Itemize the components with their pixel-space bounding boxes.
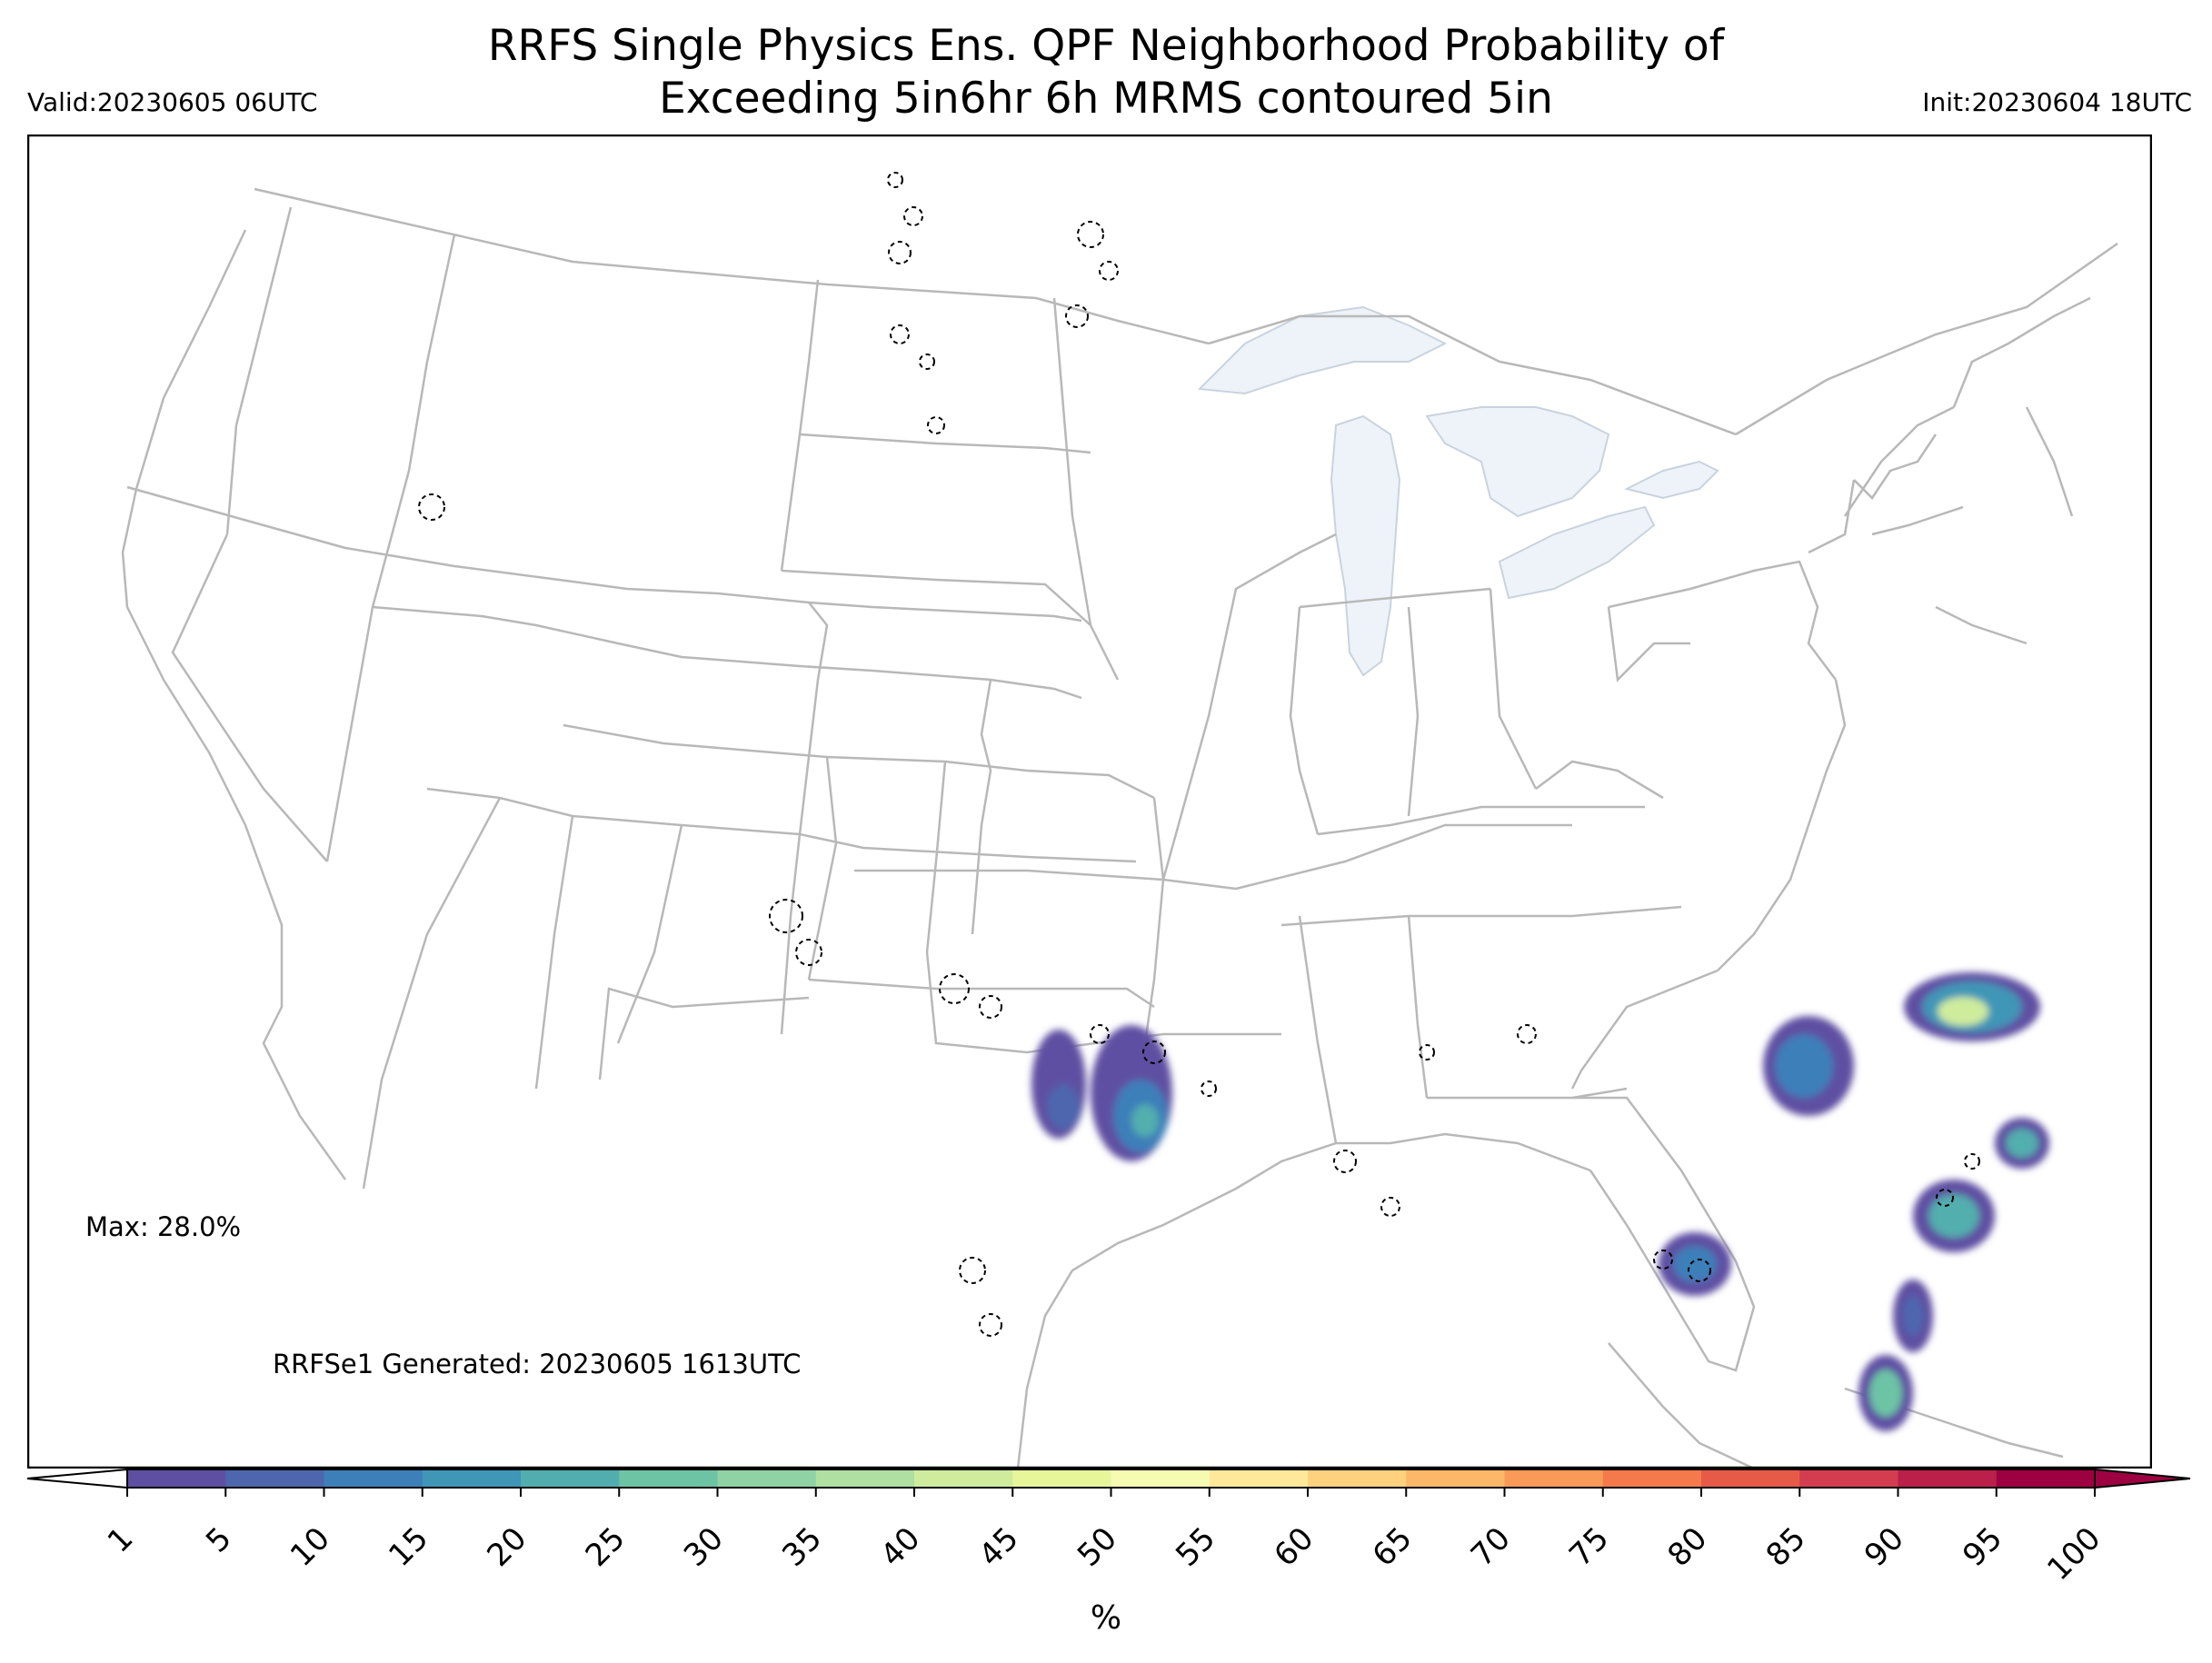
colorbar-cell bbox=[1701, 1469, 1800, 1488]
max-value-note: Max: 28.0% bbox=[85, 1211, 242, 1242]
colorbar-cell bbox=[1996, 1469, 2096, 1488]
colorbar-tick-label: 35 bbox=[775, 1520, 829, 1574]
blob-atlantic-north bbox=[1904, 972, 2040, 1041]
colorbar-cell bbox=[1898, 1469, 1998, 1488]
generated-note: RRFSe1 Generated: 20230605 1613UTC bbox=[273, 1349, 802, 1379]
colorbar-cell bbox=[1209, 1469, 1309, 1488]
blob-texas-east bbox=[1091, 1025, 1172, 1161]
colorbar-cell bbox=[914, 1469, 1013, 1488]
blob-atlantic-mid bbox=[1995, 1118, 2049, 1169]
colorbar-cell bbox=[225, 1469, 324, 1488]
blob-bahamas-2 bbox=[1858, 1355, 1913, 1431]
colorbar-cell bbox=[815, 1469, 915, 1488]
colorbar-ticks: 1 5 10 15 20 25 30 35 40 45 50 55 60 65 70 75 80 85 90 95 10… bbox=[101, 1488, 2107, 1588]
colorbar-tick-label: 1 bbox=[101, 1520, 141, 1560]
colorbar-unit-label: % bbox=[1090, 1599, 1122, 1637]
boundaries bbox=[121, 187, 2118, 1469]
colorbar-tick-label: 25 bbox=[579, 1520, 633, 1574]
colorbar-tick-label: 75 bbox=[1562, 1520, 1616, 1574]
blob-atlantic-south bbox=[1913, 1180, 1995, 1252]
colorbar-cell bbox=[521, 1469, 620, 1488]
colorbar-tick-label: 55 bbox=[1169, 1520, 1222, 1574]
map-panel bbox=[27, 134, 2152, 1469]
blob-florida bbox=[1659, 1232, 1731, 1296]
title-line-1: RRFS Single Physics Ens. QPF Neighborhoo… bbox=[487, 21, 1725, 71]
valid-time-label: Valid:20230605 06UTC bbox=[27, 87, 318, 117]
probability-field bbox=[1031, 972, 2049, 1431]
colorbar-tick-label: 95 bbox=[1956, 1520, 2009, 1574]
colorbar-tick-label: 70 bbox=[1464, 1520, 1518, 1574]
colorbar-cell bbox=[1799, 1469, 1898, 1488]
colorbar-tick-label: 15 bbox=[382, 1520, 435, 1574]
colorbar-cells bbox=[26, 1468, 2191, 1489]
colorbar-tick-label: 30 bbox=[677, 1520, 731, 1574]
colorbar-tick-label: 80 bbox=[1660, 1520, 1714, 1574]
colorbar-cell bbox=[1012, 1469, 1111, 1488]
colorbar-tick-label: 50 bbox=[1071, 1520, 1124, 1574]
colorbar-tick-label: 40 bbox=[873, 1520, 927, 1574]
colorbar-tick-label: 60 bbox=[1267, 1520, 1320, 1574]
colorbar-cell bbox=[1504, 1469, 1604, 1488]
colorbar-tick-label: 45 bbox=[972, 1520, 1026, 1574]
colorbar-tick-label: 90 bbox=[1858, 1520, 1911, 1574]
colorbar-cell bbox=[1308, 1469, 1407, 1488]
colorbar-tick-label: 20 bbox=[480, 1520, 533, 1574]
colorbar-tick-label: 10 bbox=[284, 1520, 337, 1574]
great-lakes bbox=[1197, 305, 1719, 677]
colorbar-cell bbox=[1602, 1469, 1702, 1488]
blob-texas-west bbox=[1031, 1030, 1086, 1139]
blob-gulf bbox=[1763, 1016, 1854, 1116]
colorbar: 1 5 10 15 20 25 30 35 40 45 50 55 60 65 70 75 80 85 90 95 10… bbox=[26, 1468, 2191, 1588]
colorbar-under-extension bbox=[26, 1468, 128, 1489]
colorbar-cell bbox=[422, 1469, 522, 1488]
colorbar-cell bbox=[619, 1469, 718, 1488]
colorbar-over-extension bbox=[2094, 1468, 2191, 1489]
colorbar-tick-label: 5 bbox=[199, 1520, 239, 1560]
colorbar-cell bbox=[127, 1469, 226, 1488]
mrms-contours bbox=[418, 172, 1980, 1337]
colorbar-cell bbox=[1111, 1469, 1211, 1488]
chart-title: RRFS Single Physics Ens. QPF Neighborhoo… bbox=[0, 20, 2212, 125]
colorbar-tick-label: 85 bbox=[1759, 1520, 1813, 1574]
blob-bahamas-1 bbox=[1893, 1280, 1933, 1352]
colorbar-cell bbox=[324, 1469, 423, 1488]
map-frame bbox=[27, 134, 2152, 1469]
colorbar-tick-label: 65 bbox=[1366, 1520, 1420, 1574]
init-time-label: Init:20230604 18UTC bbox=[1922, 87, 2192, 117]
colorbar-cell bbox=[717, 1469, 817, 1488]
colorbar-cell bbox=[1406, 1469, 1505, 1488]
colorbar-tick-label: 100 bbox=[2040, 1520, 2107, 1588]
title-line-2: Exceeding 5in6hr 6h MRMS contoured 5in bbox=[659, 74, 1553, 124]
